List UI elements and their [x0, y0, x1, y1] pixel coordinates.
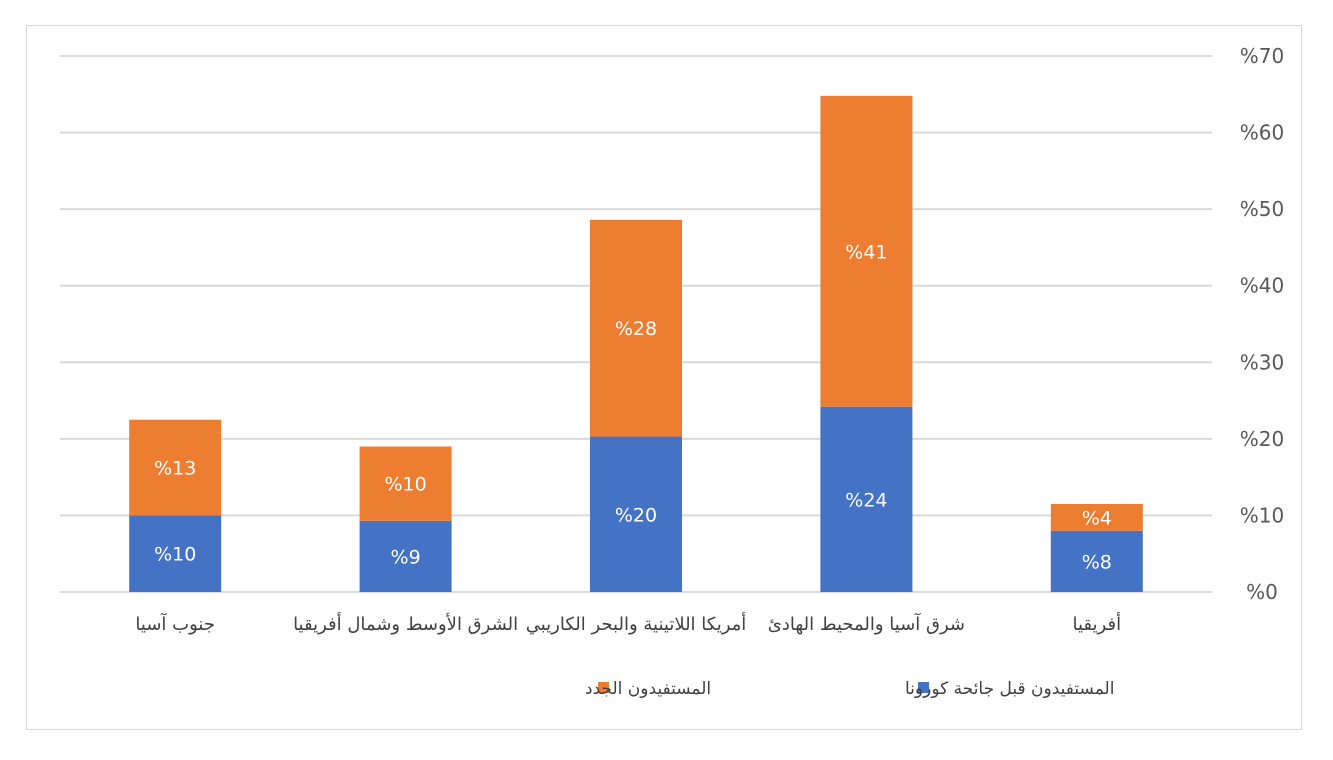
legend: المستفيدون قبل جائحة كورونا المستفيدون ال… — [585, 679, 1114, 699]
y-tick-label: %70 — [1240, 44, 1284, 68]
y-tick-label: %30 — [1240, 350, 1284, 374]
x-category-label: أفريقيا — [1073, 612, 1122, 635]
x-category-label: شرق آسيا والمحيط الهادئ — [768, 612, 965, 635]
bar-value-label: %13 — [154, 458, 196, 480]
bar-value-labels: %10 %13 %9 %10 %20 %28 %24 %41 %8 %4 — [154, 241, 1112, 573]
y-tick-label: %0 — [1246, 580, 1278, 604]
bar-segment — [820, 406, 913, 592]
bar-value-label: %9 — [391, 546, 421, 568]
bar-value-label: %8 — [1082, 551, 1112, 573]
x-category-label: جنوب آسيا — [135, 612, 215, 635]
x-category-label: الشرق الأوسط وشمال أفريقيا — [293, 612, 518, 635]
bar-segment — [129, 515, 222, 592]
bar-segment — [1050, 530, 1143, 592]
bar-segment — [590, 219, 682, 437]
y-tick-label: %50 — [1240, 197, 1284, 221]
y-tick-label: %60 — [1240, 121, 1284, 145]
bars — [129, 95, 1143, 592]
legend-swatch — [918, 682, 929, 693]
bar-value-label: %24 — [845, 489, 887, 511]
x-category-label: أمريكا اللاتينية والبحر الكاريبي — [526, 612, 747, 635]
bar-segment — [359, 446, 452, 521]
bar-segment — [129, 419, 222, 516]
bar-value-label: %10 — [384, 474, 426, 496]
bar-segment — [1050, 503, 1143, 531]
y-tick-label: %10 — [1240, 503, 1284, 527]
bar-segment — [820, 95, 913, 407]
bar-value-label: %4 — [1082, 507, 1112, 529]
bar-value-label: %41 — [845, 241, 887, 263]
bar-value-label: %28 — [615, 318, 657, 340]
legend-swatch — [598, 682, 609, 693]
bar-segment — [359, 520, 452, 592]
x-axis-categories: جنوب آسيا الشرق الأوسط وشمال أفريقيا أمريك… — [135, 612, 1121, 635]
bar-value-label: %10 — [154, 544, 196, 566]
legend-label: المستفيدون قبل جائحة كورونا — [905, 679, 1114, 699]
y-tick-label: %20 — [1240, 427, 1284, 451]
y-tick-label: %40 — [1240, 274, 1284, 298]
y-axis-ticks: %0 %10 %20 %30 %40 %50 %60 %70 — [1240, 44, 1284, 604]
bar-segment — [590, 436, 682, 592]
bar-value-label: %20 — [615, 504, 657, 526]
legend-label: المستفيدون الجدد — [585, 679, 711, 699]
